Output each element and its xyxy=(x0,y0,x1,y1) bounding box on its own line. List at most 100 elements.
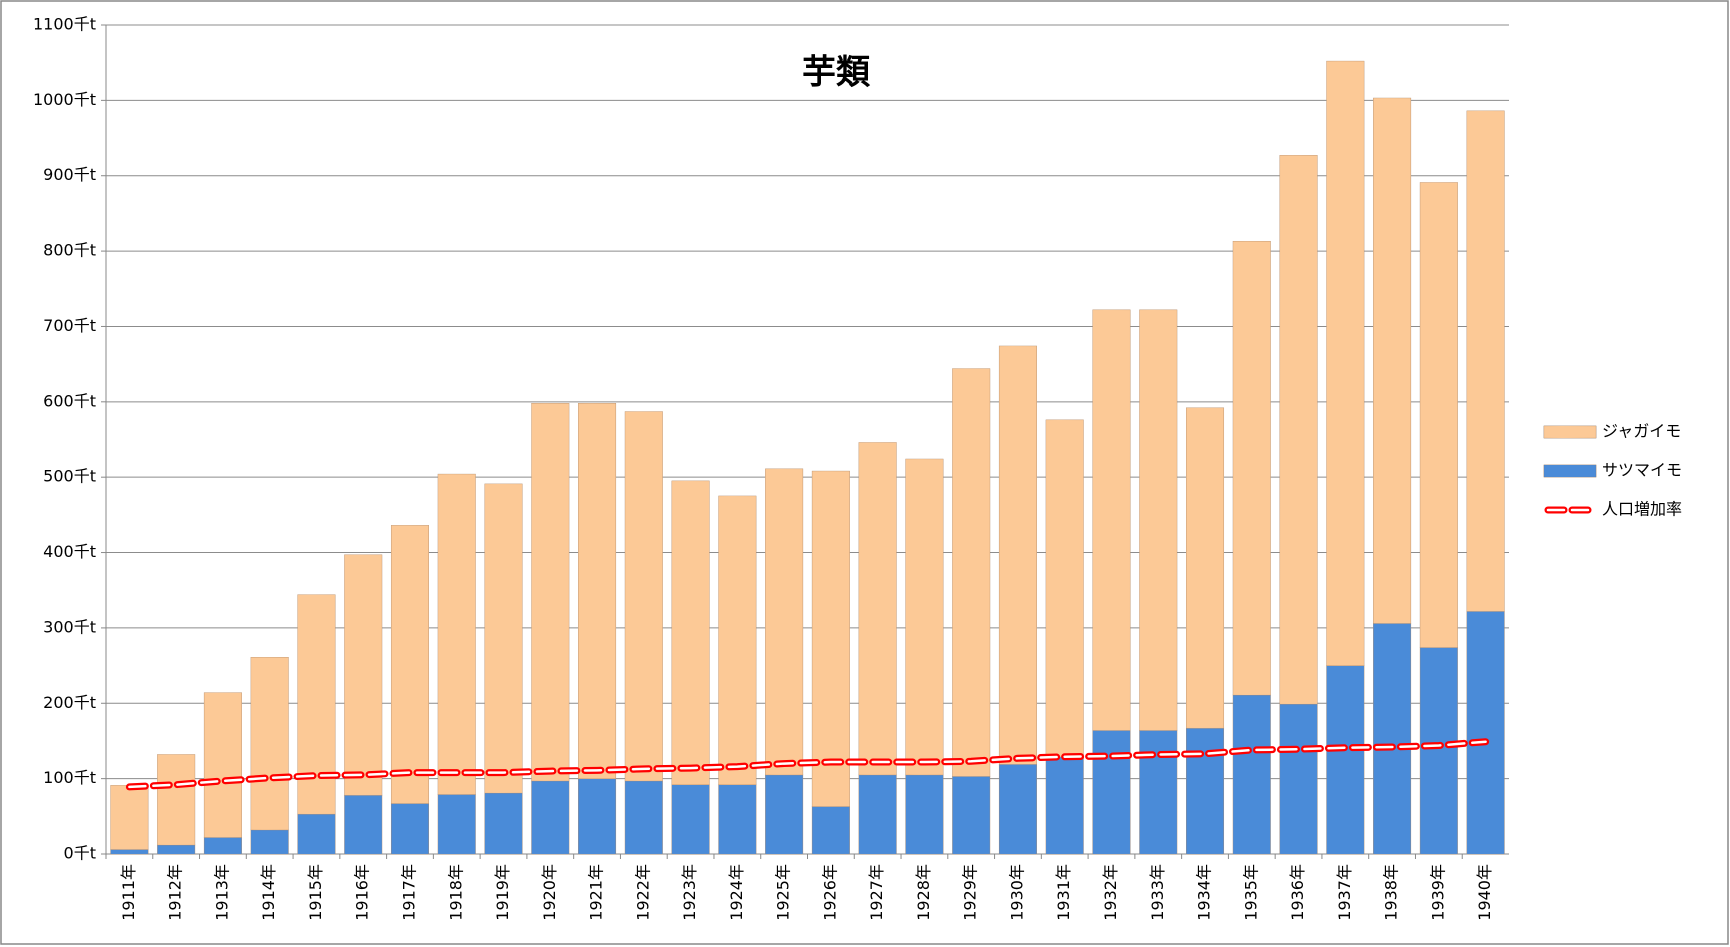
x-tick-label: 1937年 xyxy=(1335,864,1354,921)
y-tick-label: 400千t xyxy=(43,542,96,561)
bar-shade xyxy=(765,774,803,854)
bar-shade xyxy=(250,657,289,830)
x-tick-label: 1928年 xyxy=(914,864,933,921)
x-tick-label: 1917年 xyxy=(399,864,418,921)
bar-shade xyxy=(438,474,476,795)
bar-shade xyxy=(204,692,242,838)
chart-title: 芋類 xyxy=(802,53,871,93)
bar-shade xyxy=(1186,728,1224,854)
y-tick-label: 600千t xyxy=(43,391,96,410)
x-tick-label: 1925年 xyxy=(774,864,793,921)
y-tick-label: 0千t xyxy=(64,844,96,863)
bar-shade xyxy=(578,403,616,779)
bar-shade xyxy=(718,784,757,854)
y-tick-label: 800千t xyxy=(43,241,96,260)
y-tick-label: 700千t xyxy=(43,316,96,335)
x-tick-label: 1914年 xyxy=(259,864,278,921)
x-tick-label: 1939年 xyxy=(1428,864,1447,921)
bar-shade xyxy=(1233,694,1271,854)
bar-shade xyxy=(671,784,710,854)
x-tick-label: 1933年 xyxy=(1148,864,1167,921)
legend-label: サツマイモ xyxy=(1602,461,1682,480)
bar-shade xyxy=(1233,241,1271,695)
x-tick-label: 1916年 xyxy=(353,864,372,921)
bar-shade xyxy=(110,849,149,854)
x-tick-label: 1936年 xyxy=(1288,864,1307,921)
bar-shade xyxy=(671,480,710,785)
bar-shade xyxy=(1326,61,1365,666)
y-tick-label: 1000千t xyxy=(33,90,96,109)
x-tick-label: 1924年 xyxy=(727,864,746,921)
x-tick-label: 1915年 xyxy=(306,864,325,921)
bar-shade xyxy=(110,785,149,850)
bar-shade xyxy=(391,525,429,804)
x-tick-label: 1929年 xyxy=(961,864,980,921)
bar-shade xyxy=(1373,623,1411,854)
x-tick-label: 1926年 xyxy=(820,864,839,921)
bar-shade xyxy=(999,346,1037,765)
y-tick-label: 900千t xyxy=(43,165,96,184)
bar-shade xyxy=(438,794,476,854)
bar-shade xyxy=(1466,611,1505,854)
bar-shade xyxy=(812,806,850,854)
bar-shade xyxy=(1092,730,1131,854)
legend-swatch-shade xyxy=(1544,426,1596,438)
y-tick-label: 500千t xyxy=(43,467,96,486)
bar-shade xyxy=(1420,647,1458,854)
bar-shade xyxy=(1326,665,1365,854)
x-tick-label: 1940年 xyxy=(1475,864,1494,921)
bar-shade xyxy=(157,754,195,845)
bar-shade xyxy=(1186,407,1224,729)
bar-shade xyxy=(578,778,616,854)
x-tick-label: 1919年 xyxy=(493,864,512,921)
x-tick-label: 1911年 xyxy=(119,864,138,921)
bar-shade xyxy=(344,554,382,796)
x-tick-label: 1923年 xyxy=(680,864,699,921)
x-tick-label: 1918年 xyxy=(446,864,465,921)
bar-shade xyxy=(625,411,663,781)
legend-swatch-shade xyxy=(1544,465,1596,477)
bar-shade xyxy=(905,459,944,775)
bar-shade xyxy=(625,780,663,854)
bar-shade xyxy=(858,774,897,854)
x-tick-label: 1930年 xyxy=(1007,864,1026,921)
line-series-inner xyxy=(128,740,1487,789)
bar-shade xyxy=(484,483,523,793)
bar-shade xyxy=(1279,704,1318,854)
bar-shade xyxy=(344,795,382,854)
bar-shade xyxy=(1373,98,1411,624)
bar-shade xyxy=(1279,155,1318,705)
bar-shade xyxy=(1420,182,1458,648)
bar-shade xyxy=(250,829,289,854)
x-tick-label: 1922年 xyxy=(633,864,652,921)
bar-shade xyxy=(1092,309,1131,731)
y-tick-label: 100千t xyxy=(43,768,96,787)
bar-shade xyxy=(1046,756,1084,854)
bar-shade xyxy=(858,442,897,775)
y-tick-label: 1100千t xyxy=(33,15,96,34)
bar-shade xyxy=(1139,730,1177,854)
legend-label: ジャガイモ xyxy=(1602,422,1681,441)
x-tick-label: 1921年 xyxy=(587,864,606,921)
bar-shade xyxy=(297,594,336,815)
bar-shade xyxy=(1139,309,1177,731)
bar-shade xyxy=(484,792,523,854)
bar-shade xyxy=(952,368,990,777)
bar-shade xyxy=(952,776,990,854)
bar-shade xyxy=(718,496,757,785)
x-tick-label: 1931年 xyxy=(1054,864,1073,921)
bar-shade xyxy=(297,814,336,854)
x-tick-label: 1920年 xyxy=(540,864,559,921)
y-tick-label: 200千t xyxy=(43,693,96,712)
x-tick-label: 1927年 xyxy=(867,864,886,921)
x-tick-label: 1935年 xyxy=(1241,864,1260,921)
x-tick-label: 1934年 xyxy=(1195,864,1214,921)
bar-shade xyxy=(905,774,944,854)
x-tick-label: 1913年 xyxy=(212,864,231,921)
bar-shade xyxy=(157,844,195,854)
bar-shade xyxy=(999,764,1037,854)
x-tick-label: 1932年 xyxy=(1101,864,1120,921)
bar-shade xyxy=(531,780,569,854)
y-tick-label: 300千t xyxy=(43,617,96,636)
